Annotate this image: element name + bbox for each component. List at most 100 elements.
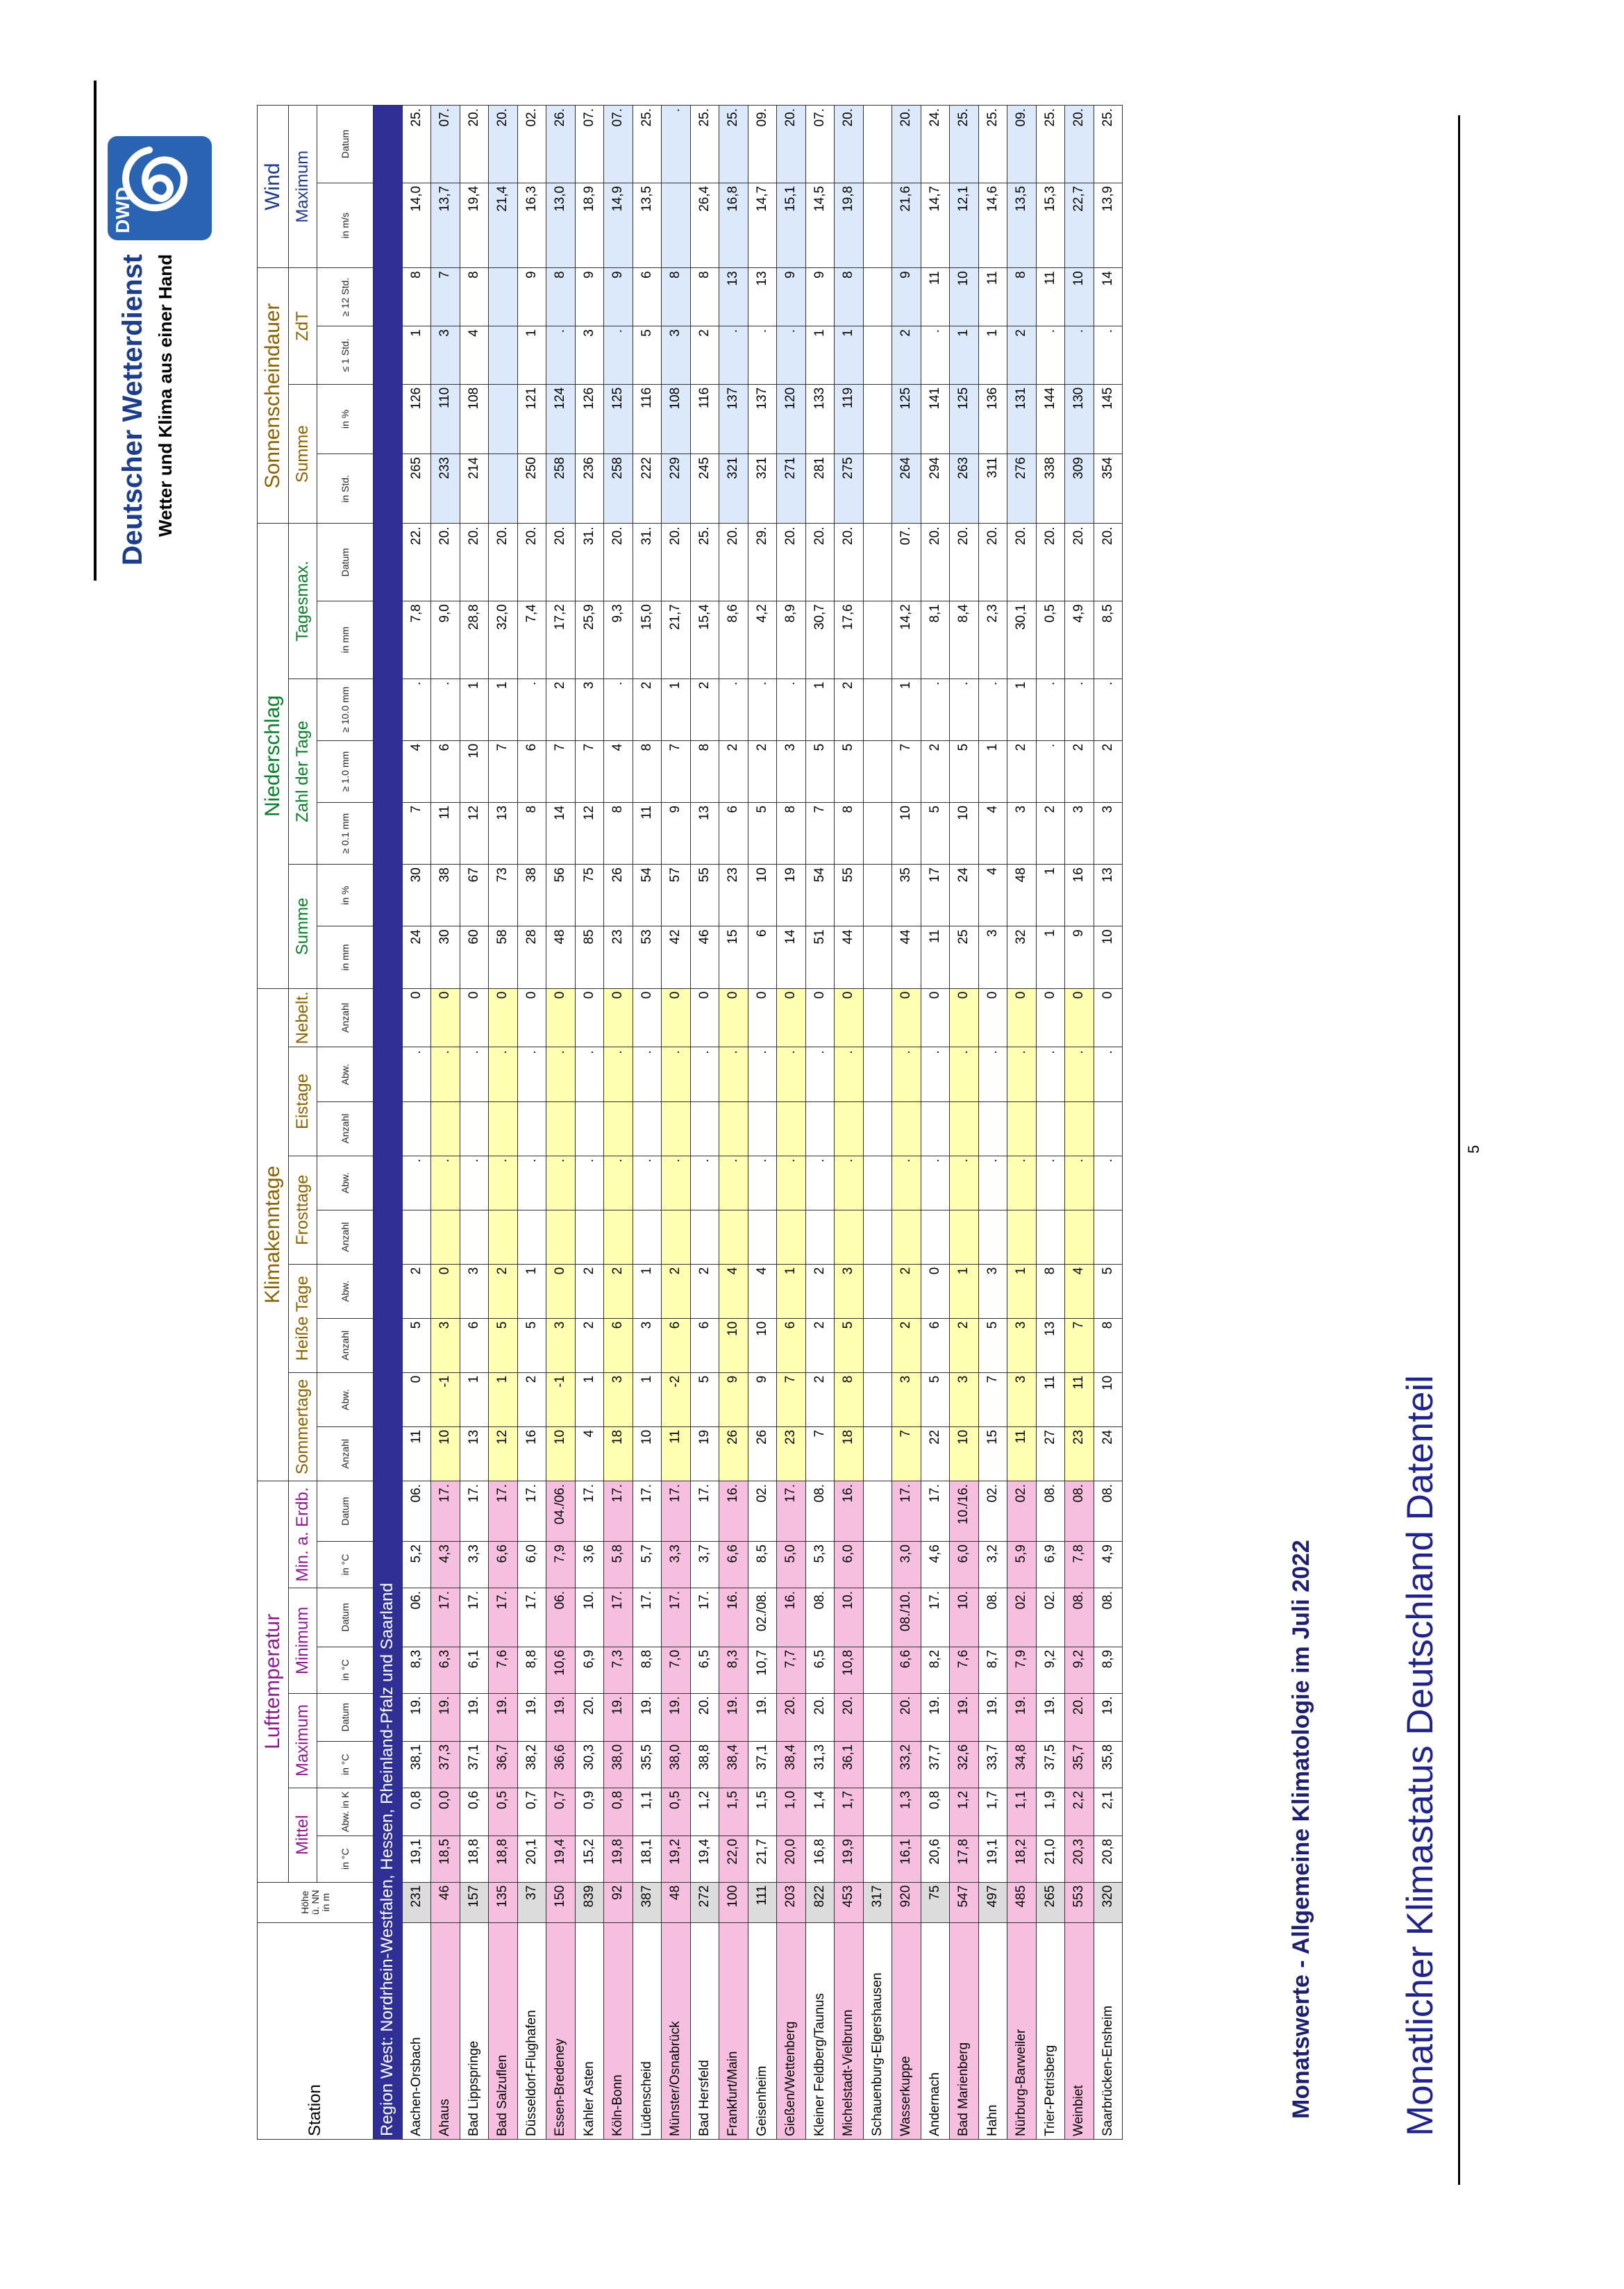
table-cell: 07. bbox=[805, 105, 835, 183]
table-cell: 20,8 bbox=[1094, 1836, 1123, 1883]
table-cell: 6,9 bbox=[575, 1647, 604, 1694]
table-cell: . bbox=[776, 1156, 805, 1210]
table-cell bbox=[863, 1318, 892, 1373]
table-cell: 3,6 bbox=[575, 1541, 604, 1588]
table-cell: 13,5 bbox=[1007, 183, 1036, 268]
table-cell: 1,1 bbox=[633, 1788, 662, 1836]
table-cell: 19. bbox=[633, 1693, 662, 1742]
table-row: Köln-Bonn 92 19,8 0,8 38,0 19. 7,3 17. 5,8 17. 18 3… bbox=[603, 105, 633, 2140]
table-cell: 17. bbox=[460, 1481, 489, 1542]
table-cell: 7 bbox=[891, 1426, 921, 1481]
table-cell: 21,0 bbox=[1036, 1836, 1065, 1883]
table-cell: 2 bbox=[517, 1372, 546, 1427]
table-cell: 5 bbox=[834, 1318, 863, 1373]
table-cell bbox=[661, 183, 690, 268]
table-cell: 5 bbox=[488, 1318, 517, 1373]
table-cell: . bbox=[891, 1047, 921, 1102]
station-name: Trier-Petrisberg bbox=[1036, 1922, 1065, 2140]
table-cell: 5,0 bbox=[776, 1541, 805, 1588]
table-cell: 7,9 bbox=[1007, 1647, 1036, 1694]
table-cell: 0 bbox=[633, 988, 662, 1047]
table-cell: 36,6 bbox=[546, 1741, 575, 1788]
station-name: Andernach bbox=[921, 1922, 950, 2140]
table-cell: 8 bbox=[1094, 1318, 1123, 1373]
station-name: Essen-Bredeney bbox=[546, 1922, 575, 2140]
table-cell: 14 bbox=[546, 802, 575, 865]
table-cell: 2,2 bbox=[1064, 1788, 1094, 1836]
table-cell bbox=[834, 1210, 863, 1265]
table-cell: 16,3 bbox=[517, 183, 546, 268]
table-cell: 2 bbox=[488, 1264, 517, 1319]
table-cell: 3,3 bbox=[460, 1541, 489, 1588]
table-cell: 19,1 bbox=[402, 1836, 431, 1883]
table-cell: . bbox=[719, 326, 748, 385]
table-cell bbox=[603, 1210, 633, 1265]
table-cell bbox=[1064, 1101, 1094, 1156]
table-cell: 0 bbox=[949, 988, 978, 1047]
station-name: Frankfurt/Main bbox=[719, 1922, 748, 2140]
table-cell: 141 bbox=[921, 384, 950, 454]
table-cell: 20. bbox=[1007, 524, 1036, 601]
table-cell: 19,1 bbox=[978, 1836, 1007, 1883]
table-cell: 14 bbox=[776, 926, 805, 989]
station-name: Kahler Asten bbox=[575, 1922, 604, 2140]
table-cell: 10 bbox=[460, 740, 489, 803]
unit-header: in mm bbox=[317, 926, 374, 989]
table-cell: 19. bbox=[517, 1693, 546, 1742]
table-cell: 21,7 bbox=[661, 601, 690, 679]
table-cell: 02. bbox=[517, 105, 546, 183]
table-cell: 8,6 bbox=[719, 601, 748, 679]
table-cell: 19,9 bbox=[834, 1836, 863, 1883]
table-cell: 46 bbox=[690, 926, 719, 989]
table-cell: 15,4 bbox=[690, 601, 719, 679]
table-cell: 231 bbox=[402, 1882, 431, 1923]
table-cell bbox=[863, 926, 892, 989]
table-row: Wasserkuppe 920 16,1 1,3 33,2 20. 6,6 08./10. 3,… bbox=[891, 105, 921, 2140]
table-row: Kleiner Feldberg/Taunus 822 16,8 1,4 31,3 20.… bbox=[805, 105, 835, 2140]
table-cell bbox=[1007, 1101, 1036, 1156]
table-cell: 19. bbox=[748, 1693, 777, 1742]
unit-header: Anzahl bbox=[317, 1318, 374, 1373]
table-cell: 5 bbox=[834, 740, 863, 803]
table-cell: 08. bbox=[978, 1588, 1007, 1647]
table-cell: . bbox=[921, 1156, 950, 1210]
frosttage-header: Frosttage bbox=[288, 1156, 317, 1265]
table-cell: 07. bbox=[891, 524, 921, 601]
table-cell: . bbox=[690, 1047, 719, 1102]
table-cell: 7 bbox=[805, 1426, 835, 1481]
table-cell: 5 bbox=[921, 1372, 950, 1427]
table-cell: 19 bbox=[776, 864, 805, 926]
table-cell: 38,2 bbox=[517, 1741, 546, 1788]
table-cell: 11 bbox=[1036, 267, 1065, 326]
table-cell: 2,1 bbox=[1094, 1788, 1123, 1836]
table-cell: 20. bbox=[517, 524, 546, 601]
table-cell: 35,5 bbox=[633, 1741, 662, 1788]
table-cell: 19. bbox=[546, 1693, 575, 1742]
table-cell: . bbox=[834, 1156, 863, 1210]
table-row: Hahn 497 19,1 1,7 33,7 19. 8,7 08. 3,2 02. 15 7 5 3..… bbox=[978, 105, 1007, 2140]
table-cell: 22,0 bbox=[719, 1836, 748, 1883]
table-cell: 222 bbox=[633, 453, 662, 524]
table-subtitle: Monatswerte - Allgemeine Klimatologie im… bbox=[1288, 1540, 1314, 2119]
table-cell: 18 bbox=[603, 1426, 633, 1481]
table-cell: 20. bbox=[776, 105, 805, 183]
table-cell: . bbox=[402, 1156, 431, 1210]
table-cell: 203 bbox=[776, 1882, 805, 1923]
table-cell: 08. bbox=[1094, 1481, 1123, 1542]
table-cell: 26 bbox=[748, 1426, 777, 1481]
table-cell: 13 bbox=[748, 267, 777, 326]
table-cell: 14,6 bbox=[978, 183, 1007, 268]
table-cell: 7,7 bbox=[776, 1647, 805, 1694]
table-cell: 38 bbox=[430, 864, 460, 926]
table-cell bbox=[863, 740, 892, 803]
table-cell: 10 bbox=[1064, 267, 1094, 326]
table-cell: 116 bbox=[690, 384, 719, 454]
table-cell: 22,7 bbox=[1064, 183, 1094, 268]
unit-header: in °C bbox=[317, 1741, 374, 1788]
table-cell bbox=[488, 267, 517, 326]
table-cell: 2 bbox=[1036, 802, 1065, 865]
table-cell bbox=[863, 601, 892, 679]
table-cell: 15,3 bbox=[1036, 183, 1065, 268]
table-cell: 25. bbox=[690, 524, 719, 601]
unit-header: Datum bbox=[317, 105, 374, 183]
